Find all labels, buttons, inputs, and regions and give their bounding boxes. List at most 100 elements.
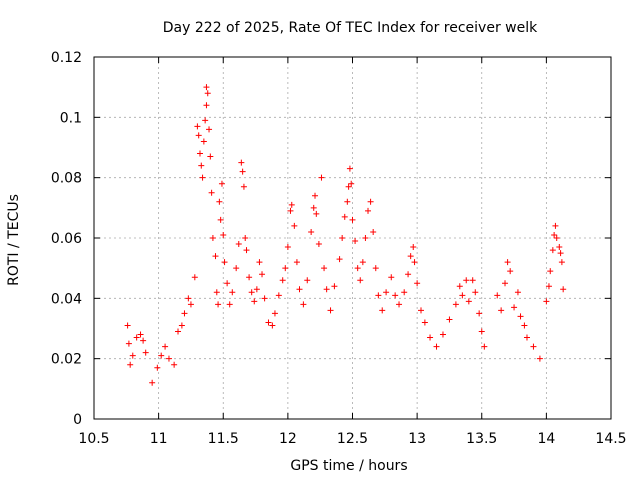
data-point xyxy=(178,322,185,329)
data-point xyxy=(171,361,178,368)
data-point xyxy=(469,277,476,284)
data-point xyxy=(279,277,286,284)
data-point xyxy=(456,283,463,290)
data-point xyxy=(261,295,268,302)
y-tick-label: 0.12 xyxy=(51,50,82,66)
data-point xyxy=(439,331,446,338)
x-tick-label: 13.5 xyxy=(466,431,497,447)
data-point xyxy=(199,174,206,181)
data-point xyxy=(185,295,192,302)
x-tick-label: 14 xyxy=(537,431,555,447)
data-point xyxy=(218,180,225,187)
data-point xyxy=(341,213,348,220)
data-point xyxy=(357,277,364,284)
data-point xyxy=(558,259,565,266)
data-point xyxy=(549,247,556,254)
x-axis-label: GPS time / hours xyxy=(290,458,407,474)
x-tick-label: 12 xyxy=(279,431,297,447)
x-tick-label: 12.5 xyxy=(337,431,368,447)
data-point xyxy=(344,198,351,205)
data-point xyxy=(246,274,253,281)
y-tick-label: 0.1 xyxy=(60,110,82,126)
data-point xyxy=(362,235,369,241)
data-point xyxy=(216,198,223,205)
data-point xyxy=(293,259,300,266)
data-point xyxy=(370,228,377,235)
data-point xyxy=(504,259,511,266)
plot-frame xyxy=(93,56,612,420)
data-point xyxy=(187,301,194,308)
data-point xyxy=(313,210,320,217)
chart-title: Day 222 of 2025, Rate Of TEC Index for r… xyxy=(163,20,538,36)
data-point xyxy=(181,310,188,317)
data-point xyxy=(265,319,272,326)
data-point xyxy=(308,228,315,235)
data-point xyxy=(175,328,182,335)
data-point xyxy=(304,277,311,284)
data-point xyxy=(162,343,169,350)
data-point xyxy=(481,343,488,350)
data-point xyxy=(275,292,282,299)
data-point xyxy=(240,183,247,190)
data-point xyxy=(242,235,249,241)
data-point xyxy=(418,307,425,314)
data-point xyxy=(269,322,276,329)
data-point xyxy=(383,289,390,296)
data-point xyxy=(312,192,319,199)
data-point xyxy=(545,283,552,290)
data-point xyxy=(243,247,250,254)
data-point xyxy=(213,289,220,296)
data-point xyxy=(446,316,453,323)
data-point xyxy=(198,162,205,169)
data-point xyxy=(127,361,134,368)
data-point xyxy=(514,289,521,296)
data-point xyxy=(388,274,395,281)
data-point xyxy=(352,238,359,245)
y-tick-label: 0.04 xyxy=(51,291,82,307)
data-point xyxy=(165,355,172,362)
data-point xyxy=(215,301,222,308)
x-tick-label: 11 xyxy=(150,431,168,447)
data-point xyxy=(410,244,417,251)
data-point xyxy=(407,253,414,260)
data-point xyxy=(203,102,210,109)
data-point xyxy=(551,231,558,238)
data-point xyxy=(536,355,543,362)
data-point xyxy=(140,337,147,344)
data-point xyxy=(238,159,245,166)
y-axis-label: ROTI / TECUs xyxy=(6,194,22,286)
data-point xyxy=(556,244,563,251)
data-point xyxy=(401,289,408,296)
data-point xyxy=(478,328,485,335)
data-point xyxy=(452,301,459,308)
data-point xyxy=(348,180,355,187)
data-point xyxy=(229,289,236,296)
data-point xyxy=(494,292,501,299)
data-point xyxy=(502,280,509,287)
data-point xyxy=(256,259,263,266)
data-point xyxy=(296,286,303,293)
data-point xyxy=(459,292,466,299)
data-point xyxy=(517,313,524,320)
data-point xyxy=(206,126,213,133)
data-point xyxy=(154,364,161,371)
data-point xyxy=(321,265,328,272)
data-point xyxy=(221,259,228,266)
data-point xyxy=(463,277,470,284)
data-point xyxy=(327,307,334,314)
data-point xyxy=(346,165,353,172)
data-point xyxy=(553,235,560,241)
y-tick-label: 0.08 xyxy=(51,171,82,187)
data-point xyxy=(557,250,564,257)
data-point xyxy=(530,343,537,350)
data-point xyxy=(523,334,530,341)
data-point xyxy=(521,322,528,329)
data-point xyxy=(202,117,209,124)
data-point xyxy=(359,259,366,266)
data-point xyxy=(336,256,343,263)
data-point xyxy=(465,298,472,305)
data-point xyxy=(129,352,136,359)
data-point xyxy=(367,198,374,205)
data-point xyxy=(291,222,298,229)
